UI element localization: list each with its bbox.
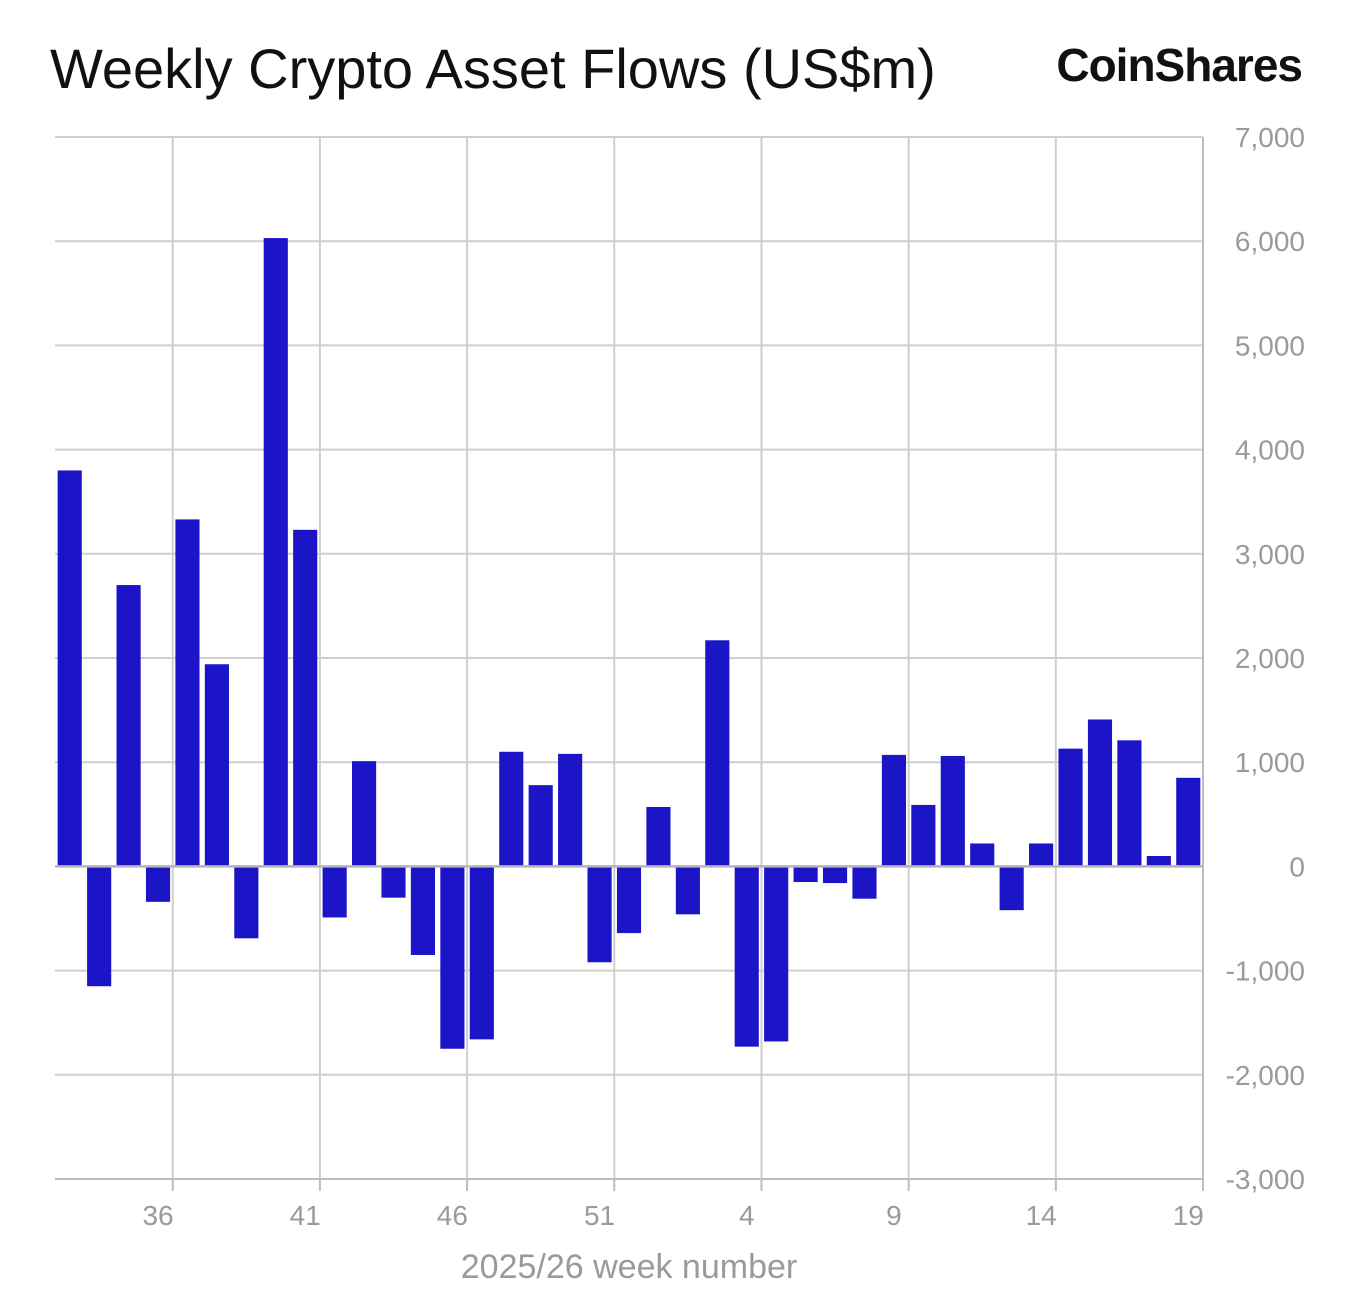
y-tick-label: -3,000 (1226, 1164, 1305, 1195)
x-tick-label: 46 (437, 1200, 468, 1231)
bar-week-12 (970, 843, 995, 867)
bar-week-13 (999, 866, 1024, 911)
bar-week-34 (87, 866, 112, 987)
bar-week-39 (234, 866, 259, 939)
y-tick-label: 6,000 (1235, 226, 1305, 257)
bar-week-37 (175, 519, 200, 867)
horizontal-gridlines (55, 136, 1203, 1180)
chart-title: Weekly Crypto Asset Flows (US$m) (50, 37, 936, 100)
bar-week-8 (852, 866, 877, 899)
bar-week-51 (587, 866, 612, 963)
bar-week-47 (469, 866, 494, 1040)
bar-week-35 (116, 585, 141, 867)
x-tick-label: 14 (1026, 1200, 1057, 1231)
bar-week-49 (528, 785, 553, 867)
bar-week-33 (57, 470, 82, 867)
bar-week-16 (1087, 719, 1113, 867)
vertical-gridlines (171, 137, 1204, 1191)
bar-week-4 (734, 866, 759, 1047)
x-axis-label: 2025/26 week number (461, 1248, 797, 1286)
bar-week-48 (499, 751, 524, 867)
y-tick-label: 7,000 (1235, 122, 1305, 153)
bar-week-19 (1176, 777, 1201, 867)
bars (57, 238, 1201, 1049)
x-tick-label: 9 (886, 1200, 902, 1231)
y-tick-label: 1,000 (1235, 747, 1305, 778)
bar-week-42 (322, 866, 347, 918)
y-tick-label: 3,000 (1235, 539, 1305, 570)
bar-week-2 (675, 866, 700, 915)
y-tick-label: -2,000 (1226, 1060, 1305, 1091)
bar-week-46 (440, 866, 465, 1049)
x-tick-labels: 36 41 46 51 4 9 14 19 (142, 1200, 1203, 1231)
bar-week-41 (293, 529, 318, 867)
bar-week-36 (145, 866, 171, 902)
bar-week-40 (263, 238, 288, 867)
bar-week-15 (1058, 748, 1083, 867)
y-tick-label: 5,000 (1235, 330, 1305, 361)
bar-week-17 (1117, 740, 1142, 867)
x-tick-label: 36 (142, 1200, 173, 1231)
bar-week-52 (616, 866, 642, 934)
bar-week-50 (558, 753, 583, 867)
bar-week-11 (940, 755, 965, 867)
bar-week-9 (881, 754, 906, 867)
bar-week-43 (352, 761, 377, 867)
bar-week-7 (822, 866, 848, 884)
y-tick-label: 0 (1289, 851, 1305, 882)
x-tick-label: 41 (290, 1200, 321, 1231)
bar-week-5 (764, 866, 789, 1042)
bar-week-45 (410, 866, 436, 955)
bar-week-3 (705, 640, 730, 867)
x-tick-label: 4 (739, 1200, 755, 1231)
bar-week-1 (646, 807, 671, 867)
axes (55, 137, 1204, 1180)
bar-week-44 (381, 866, 406, 898)
bar-week-6 (793, 866, 818, 883)
bar-week-10 (911, 804, 936, 867)
bar-week-38 (204, 664, 229, 867)
x-tick-label: 19 (1173, 1200, 1204, 1231)
y-tick-label: 2,000 (1235, 643, 1305, 674)
y-tick-labels: 7,000 6,000 5,000 4,000 3,000 2,000 1,000 0 -1,0… (1226, 122, 1305, 1195)
y-tick-label: -1,000 (1226, 956, 1305, 987)
y-tick-label: 4,000 (1235, 435, 1305, 466)
x-tick-label: 51 (584, 1200, 615, 1231)
bar-week-14 (1029, 843, 1054, 867)
bar-week-18 (1146, 855, 1171, 867)
brand-logo: CoinShares (1056, 39, 1303, 91)
